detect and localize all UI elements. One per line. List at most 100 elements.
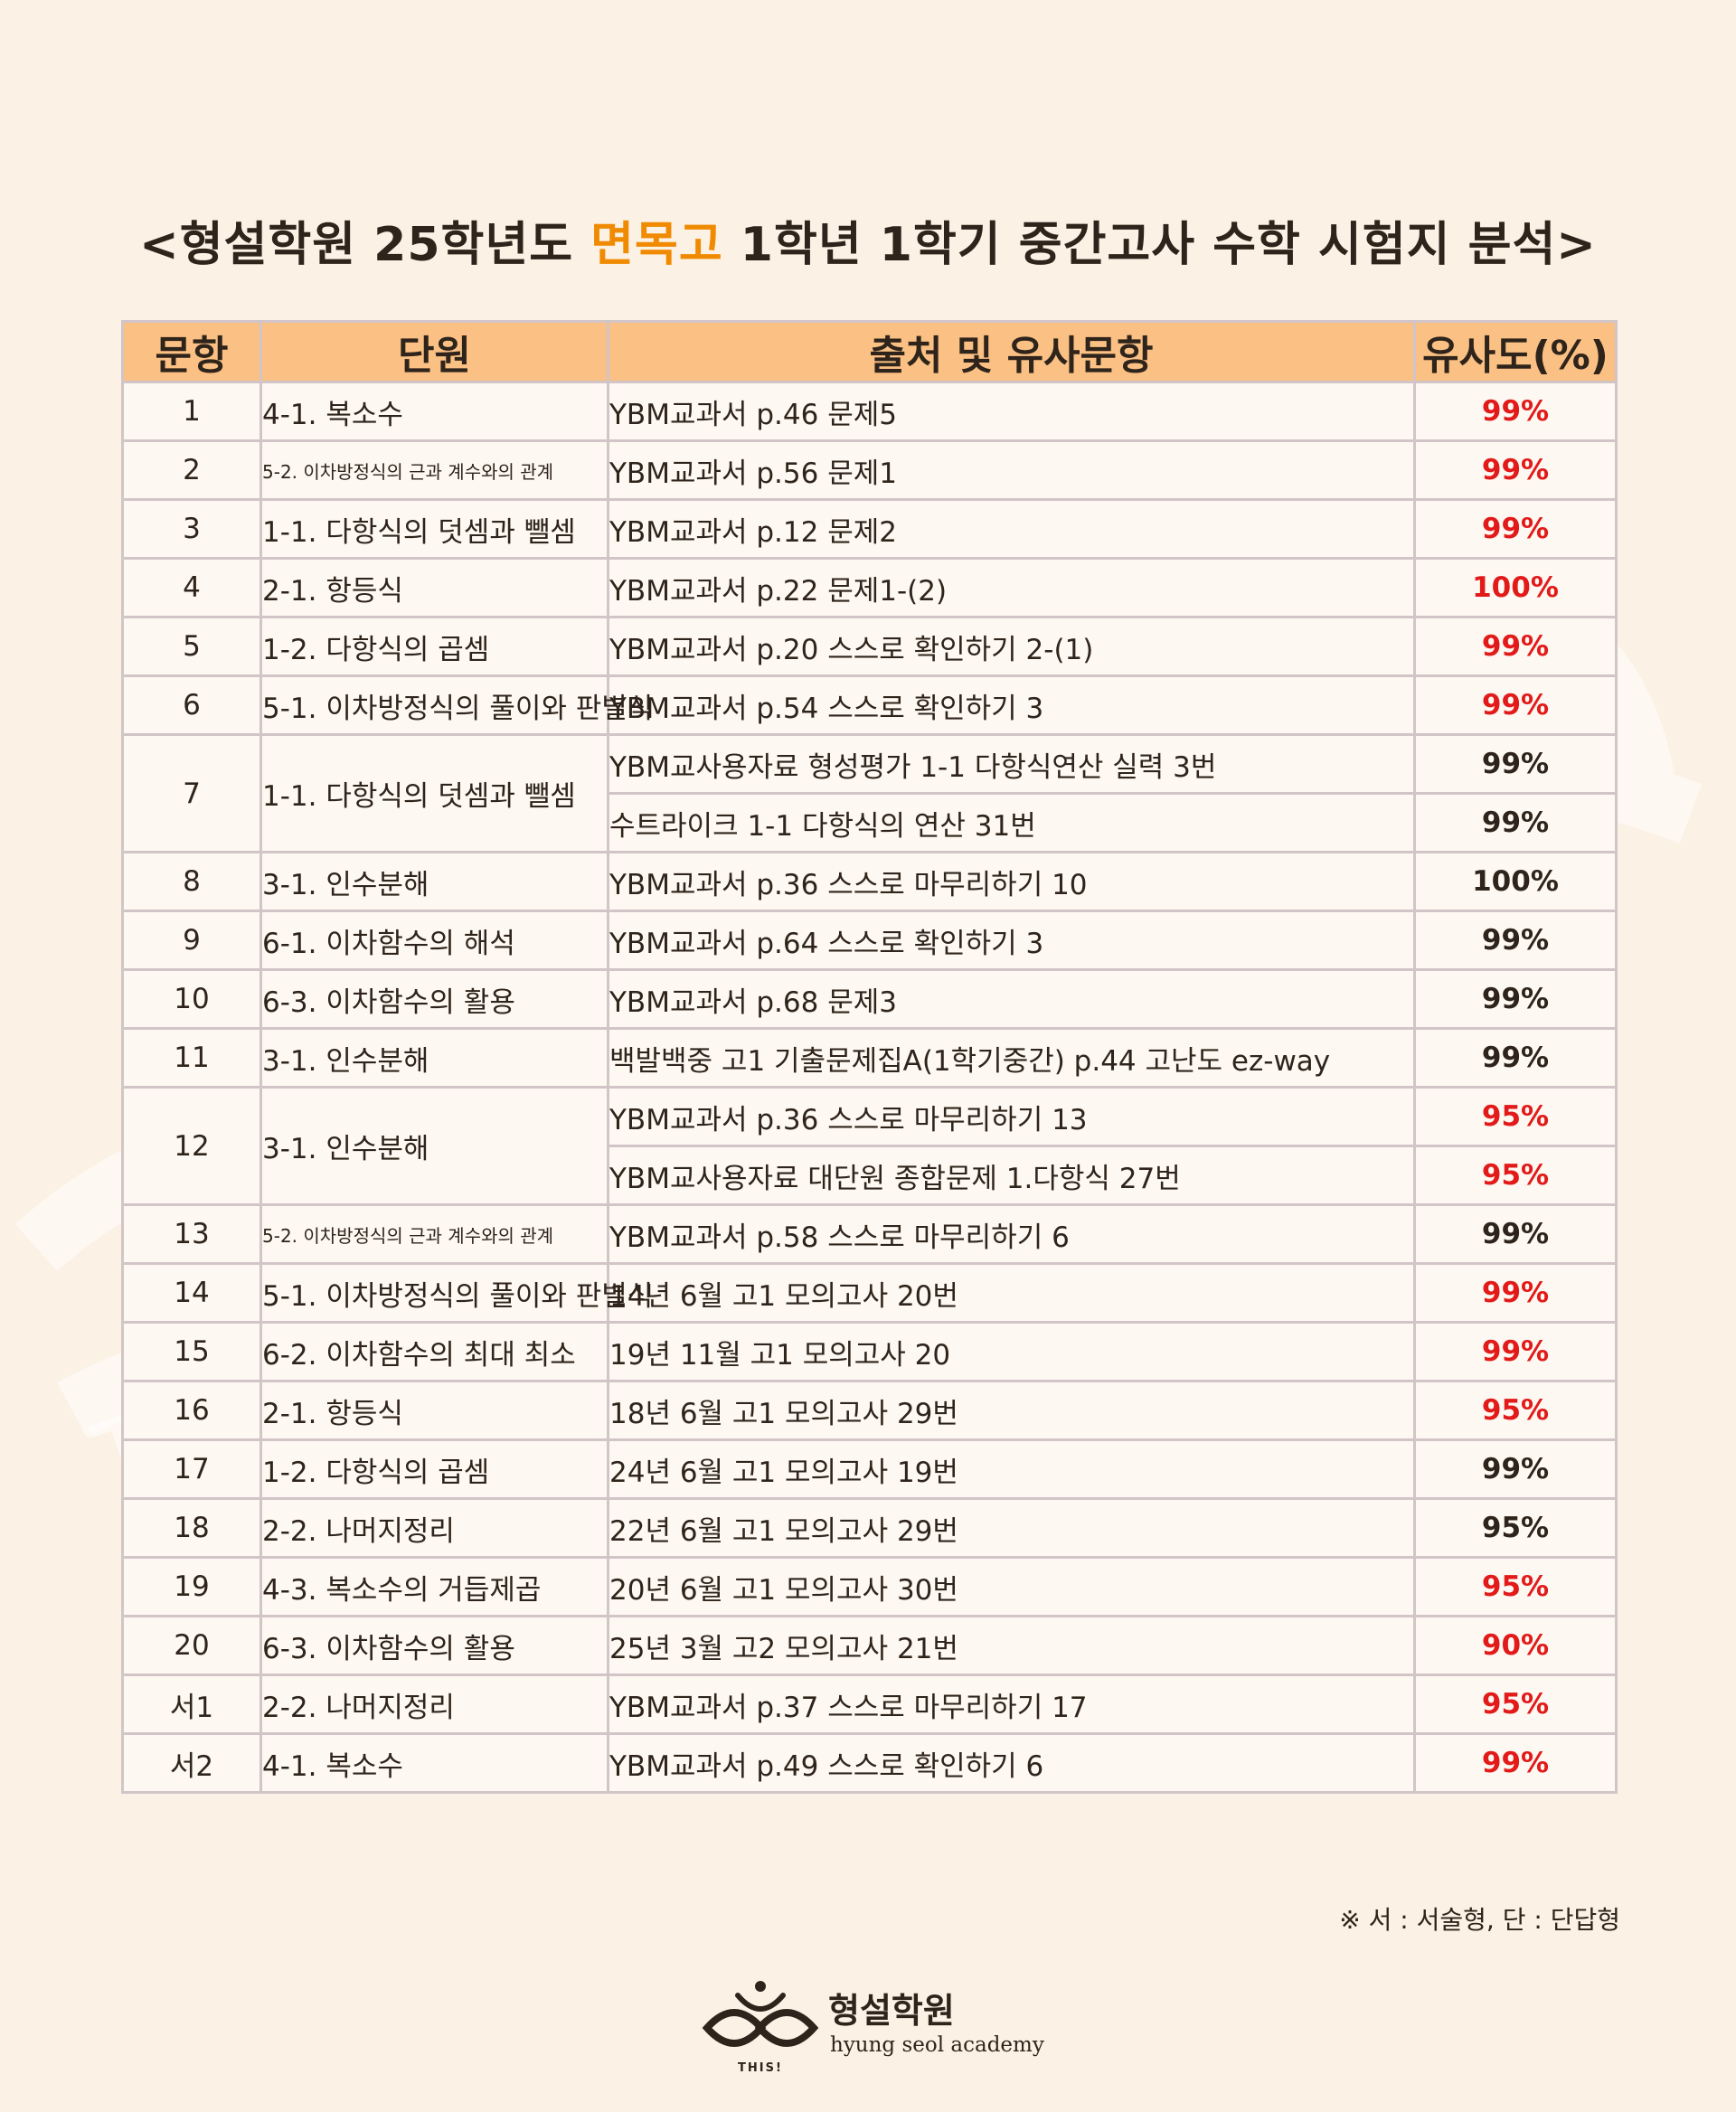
- unit-cell: 1-1. 다항식의 덧셈과 뺄셈: [259, 498, 609, 560]
- table-row: 14 5-1. 이차방정식의 풀이와 판별식 14년 6월 고1 모의고사 20번 9…: [121, 1262, 1618, 1324]
- question-number: 12: [121, 1086, 262, 1206]
- source-cell: YBM교과서 p.49 스스로 확인하기 6: [607, 1732, 1416, 1794]
- title-suffix: 1학년 1학기 중간고사 수학 시험지 분석>: [722, 218, 1597, 272]
- unit-cell: 5-1. 이차방정식의 풀이와 판별식: [259, 1262, 653, 1324]
- title-prefix: <형설학원 25학년도: [139, 218, 591, 272]
- unit-cell: 6-3. 이차함수의 활용: [259, 1615, 609, 1676]
- similarity-cell: 99%: [1413, 968, 1618, 1030]
- similarity-cell: 99%: [1413, 1262, 1618, 1324]
- question-number: 19: [121, 1556, 262, 1617]
- unit-cell: 2-2. 나머지정리: [259, 1497, 609, 1559]
- question-number: 4: [121, 557, 262, 618]
- source-cell: YBM교과서 p.68 문제3: [607, 968, 1416, 1030]
- source-cell: YBM교과서 p.20 스스로 확인하기 2-(1): [607, 616, 1416, 677]
- table-row: 1 4-1. 복소수 YBM교과서 p.46 문제5 99%: [121, 381, 1618, 442]
- question-number: 8: [121, 851, 262, 912]
- similarity-cell: 99%: [1413, 616, 1618, 677]
- logo-mark-icon: THIS!: [702, 1981, 819, 2075]
- unit-cell: 2-1. 항등식: [259, 1380, 609, 1441]
- unit-cell: 6-1. 이차함수의 해석: [259, 910, 609, 971]
- source-cell: YBM교사용자료 대단원 종합문제 1.다항식 27번: [607, 1145, 1416, 1206]
- similarity-cell: 99%: [1413, 439, 1618, 501]
- question-number: 11: [121, 1027, 262, 1089]
- footnote: ※ 서 : 서술형, 단 : 단답형: [1339, 1905, 1620, 1935]
- similarity-cell: 100%: [1413, 851, 1618, 912]
- similarity-cell: 95%: [1413, 1556, 1618, 1617]
- similarity-cell: 95%: [1413, 1674, 1618, 1735]
- similarity-cell: 99%: [1413, 1732, 1618, 1794]
- table-row: 3 1-1. 다항식의 덧셈과 뺄셈 YBM교과서 p.12 문제2 99%: [121, 498, 1618, 560]
- source-cell: 백발백중 고1 기출문제집A(1학기중간) p.44 고난도 ez-way: [607, 1027, 1416, 1089]
- table-row: 17 1-2. 다항식의 곱셈 24년 6월 고1 모의고사 19번 99%: [121, 1438, 1618, 1500]
- similarity-cell: 95%: [1413, 1145, 1618, 1206]
- similarity-cell: 99%: [1413, 1203, 1618, 1265]
- table-row: 12 3-1. 인수분해 YBM교과서 p.36 스스로 마무리하기 13 95%: [121, 1086, 1618, 1206]
- similarity-cell: 95%: [1413, 1380, 1618, 1441]
- unit-cell: 2-2. 나머지정리: [259, 1674, 609, 1735]
- unit-cell: 4-1. 복소수: [259, 381, 609, 442]
- table-row: 20 6-3. 이차함수의 활용 25년 3월 고2 모의고사 21번 90%: [121, 1615, 1618, 1676]
- table-row: 7 1-1. 다항식의 덧셈과 뺄셈 YBM교사용자료 형성평가 1-1 다항식연산…: [121, 733, 1618, 853]
- similarity-cell: 99%: [1413, 498, 1618, 560]
- table-row: 16 2-1. 항등식 18년 6월 고1 모의고사 29번 95%: [121, 1380, 1618, 1441]
- source-cell: YBM교과서 p.58 스스로 마무리하기 6: [607, 1203, 1416, 1265]
- source-cell: YBM교사용자료 형성평가 1-1 다항식연산 실력 3번: [607, 733, 1416, 795]
- similarity-cell: 99%: [1413, 1438, 1618, 1500]
- source-cell: 19년 11월 고1 모의고사 20: [607, 1321, 1416, 1382]
- col-header-unit: 단원: [259, 320, 609, 383]
- table-header-row: 문항 단원 출처 및 유사문항 유사도(%): [121, 320, 1618, 383]
- unit-cell: 4-3. 복소수의 거듭제곱: [259, 1556, 609, 1617]
- source-cell: 24년 6월 고1 모의고사 19번: [607, 1438, 1416, 1500]
- similarity-cell: 95%: [1413, 1086, 1618, 1147]
- similarity-cell: 99%: [1413, 674, 1618, 736]
- similarity-cell: 99%: [1413, 1027, 1618, 1089]
- question-number: 17: [121, 1438, 262, 1500]
- question-number: 10: [121, 968, 262, 1030]
- similarity-cell: 99%: [1413, 733, 1618, 795]
- source-cell: YBM교과서 p.56 문제1: [607, 439, 1416, 501]
- question-number: 1: [121, 381, 262, 442]
- source-cell: 20년 6월 고1 모의고사 30번: [607, 1556, 1416, 1617]
- unit-cell: 5-2. 이차방정식의 근과 계수와의 관계: [259, 1203, 609, 1265]
- question-number: 20: [121, 1615, 262, 1676]
- unit-cell: 1-2. 다항식의 곱셈: [259, 616, 609, 677]
- table-row: 18 2-2. 나머지정리 22년 6월 고1 모의고사 29번 95%: [121, 1497, 1618, 1559]
- similarity-cell: 100%: [1413, 557, 1618, 618]
- source-cell: 14년 6월 고1 모의고사 20번: [607, 1262, 1416, 1324]
- question-number: 9: [121, 910, 262, 971]
- question-number: 5: [121, 616, 262, 677]
- source-cell: 22년 6월 고1 모의고사 29번: [607, 1497, 1416, 1559]
- source-cell: 25년 3월 고2 모의고사 21번: [607, 1615, 1416, 1676]
- similarity-cell: 99%: [1413, 910, 1618, 971]
- unit-cell: 3-1. 인수분해: [259, 1086, 609, 1206]
- logo-subtitle: hyung seol academy: [830, 2033, 1044, 2057]
- question-number: 6: [121, 674, 262, 736]
- unit-cell: 5-2. 이차방정식의 근과 계수와의 관계: [259, 439, 609, 501]
- question-number: 서1: [121, 1674, 262, 1735]
- table-row: 4 2-1. 항등식 YBM교과서 p.22 문제1-(2) 100%: [121, 557, 1618, 618]
- question-number: 14: [121, 1262, 262, 1324]
- table-row: 6 5-1. 이차방정식의 풀이와 판별식 YBM교과서 p.54 스스로 확인하기…: [121, 674, 1618, 736]
- table-row: 서1 2-2. 나머지정리 YBM교과서 p.37 스스로 마무리하기 17 95%: [121, 1674, 1618, 1735]
- question-number: 2: [121, 439, 262, 501]
- question-number: 16: [121, 1380, 262, 1441]
- table-row: 13 5-2. 이차방정식의 근과 계수와의 관계 YBM교과서 p.58 스스로 …: [121, 1203, 1618, 1265]
- unit-cell: 5-1. 이차방정식의 풀이와 판별식: [259, 674, 653, 736]
- question-number: 7: [121, 733, 262, 853]
- table-row: 2 5-2. 이차방정식의 근과 계수와의 관계 YBM교과서 p.56 문제1 99…: [121, 439, 1618, 501]
- table-row: 15 6-2. 이차함수의 최대 최소 19년 11월 고1 모의고사 20 99%: [121, 1321, 1618, 1382]
- logo-name: 형설학원: [828, 1990, 955, 2031]
- source-cell: YBM교과서 p.36 스스로 마무리하기 10: [607, 851, 1416, 912]
- table-body: 1 4-1. 복소수 YBM교과서 p.46 문제5 99% 2 5-2. 이차방정식의 …: [121, 381, 1618, 1794]
- table-row: 수트라이크 1-1 다항식의 연산 31번 99%: [123, 792, 1618, 853]
- unit-cell: 4-1. 복소수: [259, 1732, 609, 1794]
- source-cell: YBM교과서 p.12 문제2: [607, 498, 1416, 560]
- page-title: <형설학원 25학년도 면목고 1학년 1학기 중간고사 수학 시험지 분석>: [0, 206, 1736, 274]
- unit-cell: 1-1. 다항식의 덧셈과 뺄셈: [259, 733, 609, 853]
- table-row: 10 6-3. 이차함수의 활용 YBM교과서 p.68 문제3 99%: [121, 968, 1618, 1030]
- similarity-cell: 90%: [1413, 1615, 1618, 1676]
- academy-logo: THIS! 형설학원 hyung seol academy: [702, 1975, 1045, 2079]
- question-number: 3: [121, 498, 262, 560]
- source-cell: YBM교과서 p.64 스스로 확인하기 3: [607, 910, 1416, 971]
- question-number: 서2: [121, 1732, 262, 1794]
